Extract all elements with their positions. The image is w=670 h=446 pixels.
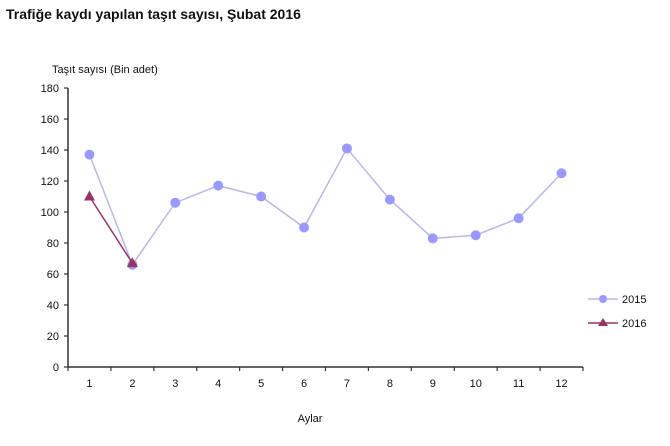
x-axis-label: Aylar — [298, 413, 323, 425]
data-point — [170, 197, 181, 208]
x-tick-label: 8 — [387, 378, 393, 390]
series-group — [83, 143, 567, 270]
y-tick-label: 0 — [53, 362, 59, 374]
y-tick-label: 120 — [41, 176, 59, 188]
y-tick-label: 60 — [47, 269, 59, 281]
legend-label: 2016 — [622, 318, 646, 330]
data-point — [299, 222, 310, 233]
legend: 2015 2016 — [588, 294, 646, 330]
y-tick-label: 20 — [47, 331, 59, 343]
series-2015 — [84, 143, 567, 270]
legend-label: 2015 — [622, 294, 646, 306]
x-tick-label: 3 — [172, 378, 178, 390]
legend-marker-triangle-icon — [598, 318, 608, 326]
data-point — [213, 180, 224, 191]
x-tick-label: 5 — [258, 378, 264, 390]
data-point — [384, 194, 395, 205]
data-point — [126, 257, 138, 268]
y-tick-label: 140 — [41, 145, 59, 157]
data-point — [83, 190, 95, 201]
chart-title: Trafiğe kaydı yapılan taşıt sayısı, Şuba… — [6, 6, 301, 22]
y-tick-label: 40 — [47, 300, 59, 312]
x-tick-label: 10 — [470, 378, 482, 390]
data-point — [513, 213, 524, 224]
x-tick-label: 6 — [301, 378, 307, 390]
data-point — [427, 233, 438, 244]
series-2016 — [83, 190, 138, 268]
y-tick-label: 180 — [41, 83, 59, 95]
legend-item-2015: 2015 — [588, 294, 646, 306]
y-axis-label: Taşıt sayısı (Bin adet) — [52, 64, 158, 76]
y-tick-label: 80 — [47, 238, 59, 250]
x-tick-label: 2 — [129, 378, 135, 390]
legend-item-2016: 2016 — [588, 318, 646, 330]
data-point — [470, 230, 481, 241]
x-tick-label: 11 — [513, 378, 524, 390]
legend-marker-circle-icon — [599, 295, 607, 303]
data-point — [556, 168, 567, 179]
data-point — [256, 191, 267, 202]
x-tick-label: 1 — [86, 378, 92, 390]
x-tick-label: 9 — [430, 378, 436, 390]
data-point — [84, 149, 95, 160]
data-point — [341, 143, 352, 154]
x-tick-label: 4 — [215, 378, 221, 390]
y-tick-label: 100 — [41, 207, 59, 219]
y-axis: 0 20 40 60 80 100 120 140 160 180 — [41, 83, 69, 374]
y-tick-label: 160 — [41, 114, 59, 126]
x-axis: 1 2 3 4 5 6 7 8 9 10 11 12 — [67, 366, 584, 390]
x-tick-label: 12 — [555, 378, 567, 390]
x-tick-label: 7 — [344, 378, 350, 390]
